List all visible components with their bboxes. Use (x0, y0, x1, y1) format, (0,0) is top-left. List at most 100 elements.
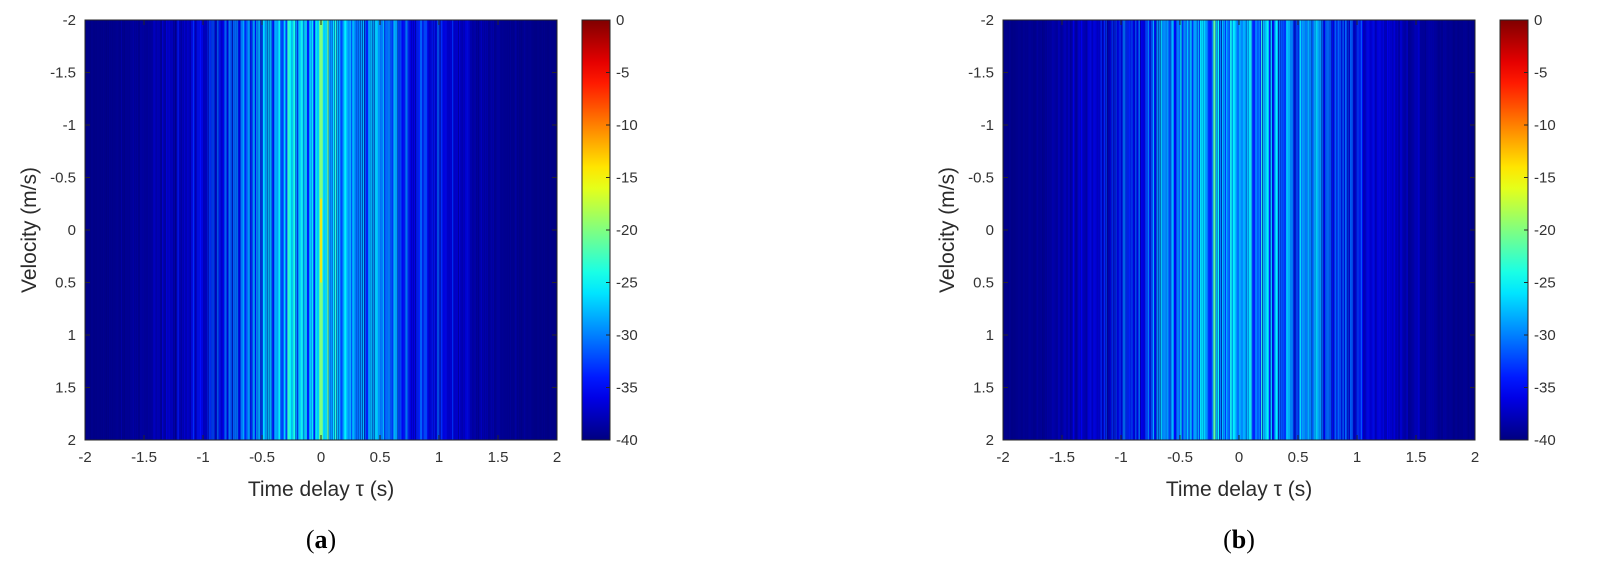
heatmap-streak (1276, 20, 1279, 440)
colorbar-tick-label: -10 (616, 117, 638, 134)
heatmap-streak (374, 20, 376, 440)
heatmap-streak (407, 20, 410, 440)
heatmap-streak (1158, 20, 1160, 440)
peak-core (320, 198, 322, 283)
heatmap-streak (1087, 20, 1090, 440)
heatmap-streak (238, 20, 241, 440)
heatmap-streak (1008, 20, 1011, 440)
heatmap-line (433, 20, 435, 440)
heatmap-streak (1404, 20, 1407, 440)
heatmap-line (425, 20, 427, 440)
heatmap-streak (1160, 20, 1163, 440)
heatmap-streak (1168, 20, 1171, 440)
heatmap-streak (512, 20, 514, 440)
heatmap-line (275, 20, 277, 440)
heatmap-streak (1173, 20, 1177, 440)
heatmap-streak (1305, 20, 1308, 440)
heatmap-line (1350, 20, 1352, 440)
heatmap-streak (179, 20, 182, 440)
heatmap-streak (507, 20, 510, 440)
heatmap-streak (186, 20, 190, 440)
heatmap-line (1167, 20, 1169, 440)
heatmap-streak (291, 20, 294, 440)
x-tick-label: 1.5 (1406, 449, 1427, 466)
heatmap-streak (1148, 20, 1151, 440)
heatmap-streak (1038, 20, 1041, 440)
heatmap-streak (1341, 20, 1344, 440)
heatmap-streak (1236, 20, 1240, 440)
heatmap-line (1337, 20, 1339, 440)
heatmap-line (1186, 20, 1189, 440)
heatmap-line (1299, 20, 1301, 440)
heatmap-streak (1380, 20, 1383, 440)
heatmap-line (1286, 20, 1288, 440)
colorbar-tick-label: 0 (616, 12, 624, 29)
heatmap-streak (1040, 20, 1043, 440)
heatmap-streak (212, 20, 215, 440)
heatmap-streak (183, 20, 186, 440)
heatmap-streak (1115, 20, 1117, 440)
heatmap-line (312, 20, 314, 440)
heatmap-streak (1345, 20, 1348, 440)
heatmap-streak (1140, 20, 1143, 440)
heatmap-streak (106, 20, 109, 440)
heatmap-streak (1412, 20, 1415, 440)
heatmap-streak (1142, 20, 1145, 440)
heatmap-streak (258, 20, 260, 440)
heatmap-line (377, 20, 380, 440)
heatmap-streak (1462, 20, 1466, 440)
heatmap-streak (1356, 20, 1360, 440)
heatmap-line (253, 20, 255, 440)
x-tick-label: 0 (317, 449, 325, 466)
heatmap-line (1312, 20, 1314, 440)
heatmap-line (298, 20, 300, 440)
heatmap-streak (442, 20, 446, 440)
heatmap-streak (1413, 20, 1417, 440)
heatmap-streak (1369, 20, 1371, 440)
heatmap-streak (1451, 20, 1454, 440)
heatmap-streak (100, 20, 103, 440)
heatmap-streak (1125, 20, 1127, 440)
heatmap-streak (531, 20, 534, 440)
heatmap-streak (1209, 20, 1212, 440)
heatmap-streak (222, 20, 225, 440)
heatmap-streak (96, 20, 99, 440)
heatmap-streak (1093, 20, 1096, 440)
heatmap-line (1073, 20, 1075, 440)
heatmap-line (1138, 20, 1140, 440)
x-tick-label: 0.5 (370, 449, 391, 466)
heatmap-streak (1063, 20, 1067, 440)
heatmap-streak (1394, 20, 1397, 440)
heatmap-streak (124, 20, 127, 440)
heatmap-streak (499, 20, 503, 440)
heatmap-streak (166, 20, 168, 440)
heatmap-streak (450, 20, 454, 440)
heatmap-line (192, 20, 195, 440)
heatmap-line (338, 20, 341, 440)
heatmap-streak (1022, 20, 1025, 440)
y-tick-label: 0 (986, 222, 994, 239)
heatmap-streak (1296, 20, 1298, 440)
heatmap-line (247, 20, 249, 440)
heatmap-streak (134, 20, 136, 440)
heatmap-streak (309, 20, 312, 440)
heatmap-streak (539, 20, 542, 440)
heatmap-line (233, 20, 235, 440)
caption-close: ) (328, 525, 337, 554)
heatmap-streak (1207, 20, 1210, 440)
heatmap-streak (1239, 20, 1241, 440)
heatmap-streak (207, 20, 209, 440)
heatmap-line (1267, 20, 1269, 440)
heatmap-line (1305, 20, 1307, 440)
heatmap-streak (299, 20, 302, 440)
heatmap-line (1300, 20, 1303, 440)
heatmap-chart-b: -2 -1.5 -1 -0.5 0 0.5 1 1.5 2-2-1.5-1-0.500.511.… (936, 12, 1556, 554)
heatmap-streak (1302, 20, 1304, 440)
heatmap-line (1177, 20, 1179, 440)
heatmap-streak (147, 20, 150, 440)
heatmap-line (1335, 20, 1337, 440)
heatmap-streak (1274, 20, 1277, 440)
heatmap-streak (335, 20, 337, 440)
heatmap-streak (525, 20, 528, 440)
heatmap-streak (460, 20, 463, 440)
